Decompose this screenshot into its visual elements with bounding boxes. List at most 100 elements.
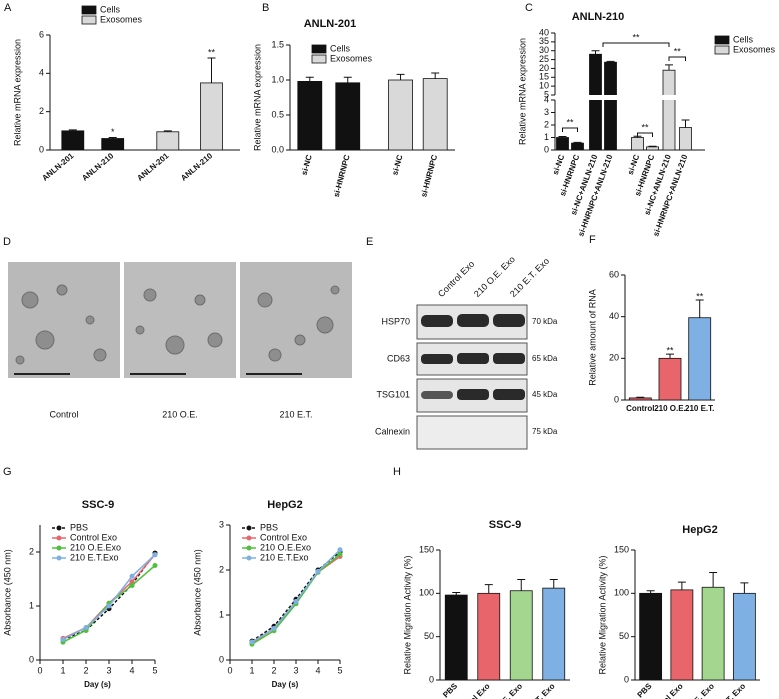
x-tick-label: PBS — [636, 681, 654, 699]
panel-label: F — [589, 234, 596, 246]
point — [152, 552, 158, 558]
x-tick-label: 1 — [60, 665, 65, 675]
protein-label: Calnexin — [375, 426, 410, 436]
panel-label: A — [4, 2, 12, 14]
bar — [732, 592, 756, 681]
x-tick-label: 4 — [315, 665, 320, 675]
legend-label: PBS — [70, 522, 88, 532]
panel-label: E — [366, 236, 373, 248]
legend-swatch — [81, 15, 97, 25]
size-label: 45 kDa — [532, 390, 558, 399]
error-bar — [431, 72, 440, 79]
error-bar — [305, 76, 314, 82]
y-tick-label: 60 — [609, 269, 619, 279]
y-tick-label: 2 — [29, 546, 34, 556]
legend-label: Exosomes — [100, 14, 143, 24]
y-tick-label: 150 — [419, 544, 434, 554]
error-bar — [591, 50, 600, 55]
protein-label: HSP70 — [381, 316, 410, 326]
point — [271, 626, 277, 631]
error-bar — [681, 119, 690, 128]
y-tick-label: 100 — [419, 588, 434, 598]
x-tick-label: 2 — [271, 665, 276, 675]
y-tick-label: 0.0 — [271, 144, 284, 154]
legend-label: PBS — [260, 522, 278, 532]
point — [152, 563, 158, 568]
error-bar — [452, 591, 461, 596]
y-tick-label: 20 — [609, 353, 619, 363]
protein-label: CD63 — [387, 353, 410, 363]
bar — [542, 587, 566, 681]
panel-label: D — [3, 236, 11, 248]
y-tick-label: 15 — [539, 72, 549, 82]
image-caption: 210 O.E. — [162, 409, 198, 419]
chart-title: ANLN-210 — [572, 11, 625, 23]
bar — [444, 594, 468, 681]
error-bar — [207, 57, 216, 83]
legend-swatch — [311, 44, 327, 54]
bar — [556, 137, 569, 151]
point — [249, 639, 255, 645]
legend-swatch — [714, 45, 730, 55]
annotation: ** — [632, 32, 640, 42]
bar — [571, 142, 584, 151]
bracket — [602, 42, 670, 47]
point — [337, 551, 343, 557]
bar — [422, 78, 448, 151]
x-tick-label: si-HNRNPC — [332, 154, 352, 199]
y-tick-label: 1 — [219, 609, 224, 619]
y-tick-label: 50 — [619, 631, 629, 641]
series-line — [62, 554, 156, 641]
x-tick-label: 3 — [293, 665, 298, 675]
annotation: ** — [641, 122, 649, 132]
legend-label: Cells — [330, 43, 351, 53]
bands — [421, 314, 525, 400]
y-axis-label: Relative Migration Activity (%) — [597, 555, 607, 674]
legend-label: 210 O.E.Exo — [70, 542, 121, 552]
annotation: ** — [696, 291, 704, 301]
y-tick-label: 0 — [429, 674, 434, 684]
bar — [61, 130, 85, 151]
bar — [670, 589, 694, 681]
axis-break — [556, 95, 706, 100]
bracket — [668, 56, 686, 61]
y-tick-label: 40 — [609, 311, 619, 321]
point — [337, 547, 343, 553]
x-tick-label: 5 — [337, 665, 342, 675]
x-tick-label: si-HNRNPC — [419, 154, 439, 199]
y-axis-label: Absorbance (450 nm) — [192, 549, 202, 636]
legend-label: 210 E.T.Exo — [260, 552, 309, 562]
bar — [646, 146, 659, 151]
y-tick-label: 0 — [39, 144, 44, 154]
bar — [589, 53, 602, 151]
y-tick-label: 3 — [544, 107, 549, 117]
error-bar — [396, 73, 405, 80]
annotation: ** — [674, 46, 682, 56]
bar — [509, 590, 533, 681]
bracket — [637, 132, 653, 137]
chart-title: SSC-9 — [82, 499, 114, 511]
legend-marker — [56, 555, 62, 561]
legend-marker — [246, 525, 252, 531]
error-bar — [648, 145, 657, 147]
error-bar — [646, 590, 655, 594]
y-tick-label: 10 — [539, 81, 549, 91]
y-tick-label: 2 — [39, 106, 44, 116]
x-tick-label: si-NC — [626, 153, 642, 176]
y-tick-label: 0 — [29, 654, 34, 664]
bar — [628, 397, 652, 401]
y-tick-label: 50 — [424, 631, 434, 641]
x-tick-label: ANLN-210 — [80, 151, 115, 183]
x-tick-label: 4 — [129, 665, 134, 675]
image-caption: 210 E.T. — [279, 409, 312, 419]
tem-image — [240, 262, 352, 378]
x-tick-label: 210 E.T. — [685, 404, 714, 413]
error-bar — [68, 129, 77, 131]
legend-marker — [56, 545, 62, 551]
x-tick-label: 210 O.E. Exo — [484, 681, 525, 699]
legend-swatch — [714, 35, 730, 45]
x-tick-label: PBS — [441, 681, 459, 699]
y-tick-label: 100 — [614, 588, 629, 598]
legend-marker — [246, 535, 252, 541]
